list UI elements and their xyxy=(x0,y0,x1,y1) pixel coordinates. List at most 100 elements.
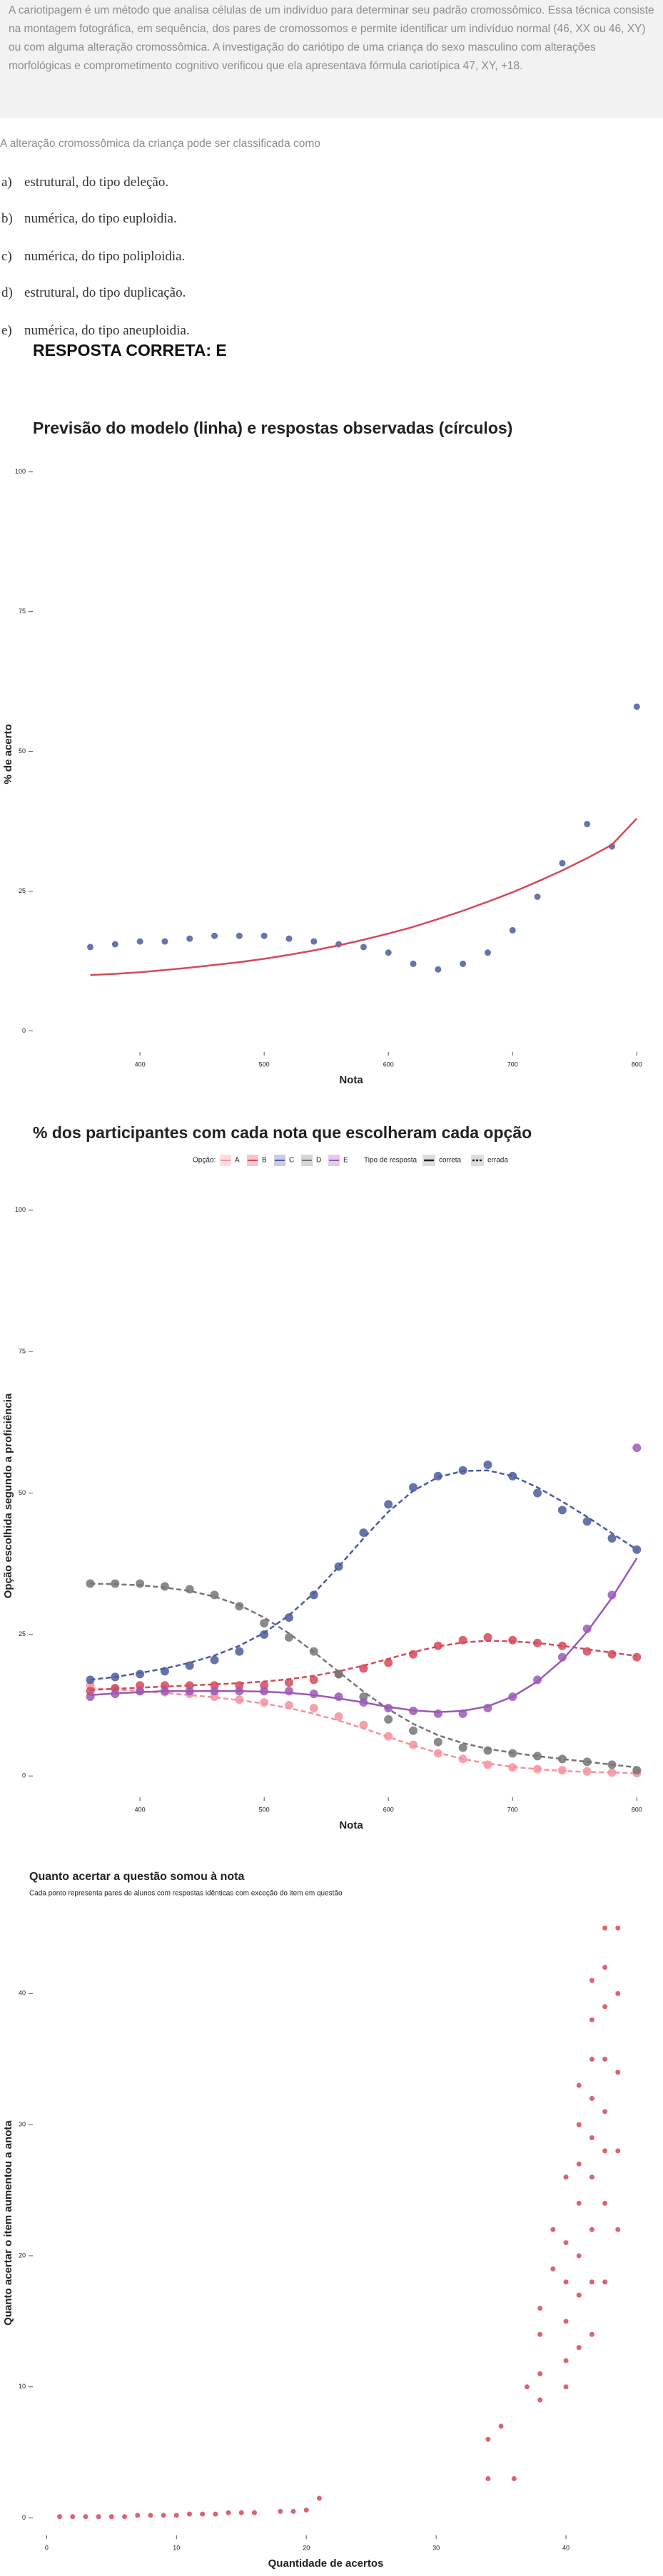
point xyxy=(433,1641,442,1650)
y-tick-label: 100 xyxy=(15,468,26,475)
point xyxy=(632,1443,642,1453)
point xyxy=(589,2017,594,2023)
y-tick-label: 75 xyxy=(19,608,26,615)
point xyxy=(589,2135,594,2141)
point xyxy=(576,2082,582,2088)
point xyxy=(563,2384,569,2390)
point xyxy=(483,1460,492,1469)
option: d) estrutural, do tipo duplicação. xyxy=(1,285,186,301)
legend-title: Tipo de resposta xyxy=(364,1157,417,1165)
point xyxy=(632,1766,642,1775)
x-tick-label: 20 xyxy=(303,2544,310,2551)
point xyxy=(602,2279,608,2285)
point xyxy=(563,2358,569,2363)
point xyxy=(576,2253,582,2259)
point xyxy=(533,1488,542,1498)
point xyxy=(537,2371,543,2376)
point xyxy=(213,2511,218,2517)
point xyxy=(433,1471,442,1481)
point xyxy=(602,2109,608,2115)
point xyxy=(409,1483,418,1492)
series xyxy=(87,703,640,976)
legend-label: A xyxy=(235,1157,240,1165)
point xyxy=(360,944,367,951)
point xyxy=(173,2513,179,2518)
point xyxy=(260,1619,269,1627)
point xyxy=(385,949,392,956)
point xyxy=(509,926,516,934)
point xyxy=(589,2174,594,2180)
x-tick-label: 700 xyxy=(507,1060,518,1068)
point xyxy=(136,1670,145,1679)
point xyxy=(557,1506,567,1515)
y-axis-title: Quanto acertar o item aumentou a anota xyxy=(2,2120,14,2326)
y-tick-label: 0 xyxy=(22,1772,26,1779)
point xyxy=(589,1978,594,1983)
point xyxy=(87,944,94,951)
x-tick-label: 600 xyxy=(383,1060,394,1068)
point xyxy=(485,2475,491,2481)
point xyxy=(508,1763,517,1772)
point xyxy=(559,859,566,867)
point xyxy=(563,2319,569,2324)
point xyxy=(511,2475,517,2481)
y-tick-label: 0 xyxy=(22,1027,26,1034)
legend-label: E xyxy=(343,1157,348,1165)
point xyxy=(582,1517,592,1526)
point xyxy=(260,932,268,939)
answer: RESPOSTA CORRETA: E xyxy=(33,341,227,359)
y-tick-label: 20 xyxy=(19,2252,26,2259)
point xyxy=(557,1754,567,1764)
point xyxy=(589,2227,594,2232)
y-tick-label: 30 xyxy=(19,2121,26,2128)
fit-line xyxy=(90,1640,637,1691)
point xyxy=(235,1647,244,1656)
context-box: A cariotipagem é um método que analisa c… xyxy=(0,0,663,118)
legend-label: B xyxy=(262,1157,267,1165)
legend-label: correta xyxy=(439,1157,462,1165)
point xyxy=(602,1965,608,1971)
point xyxy=(284,1678,293,1687)
y-tick-label: 100 xyxy=(15,1206,26,1213)
point xyxy=(290,2508,296,2514)
x-tick-label: 800 xyxy=(632,1806,642,1813)
point xyxy=(602,2200,608,2206)
point xyxy=(524,2384,530,2390)
question-prompt: A alteração cromossômica da criança pode… xyxy=(0,138,320,150)
point xyxy=(508,1635,517,1645)
point xyxy=(108,2514,114,2520)
point xyxy=(303,2508,309,2513)
point xyxy=(602,2056,608,2062)
point xyxy=(584,820,591,827)
point xyxy=(602,1925,608,1931)
legend-label: C xyxy=(289,1157,294,1165)
point xyxy=(70,2514,76,2520)
point xyxy=(433,1737,442,1747)
point xyxy=(582,1624,592,1633)
point xyxy=(602,2004,608,2010)
point xyxy=(83,2514,88,2520)
point xyxy=(309,1675,318,1685)
y-tick-label: 75 xyxy=(19,1348,26,1355)
x-tick-label: 800 xyxy=(632,1060,642,1068)
point xyxy=(433,1709,442,1718)
point xyxy=(615,2227,621,2232)
point xyxy=(615,2148,621,2154)
fit-line xyxy=(90,1558,638,1713)
point xyxy=(210,1655,219,1665)
point xyxy=(316,2495,322,2501)
fit-line xyxy=(90,1687,637,1774)
x-tick-label: 400 xyxy=(135,1060,146,1068)
fit-line xyxy=(90,1583,637,1769)
series xyxy=(86,1579,642,1775)
point xyxy=(251,2510,257,2515)
y-tick-label: 50 xyxy=(19,1489,26,1496)
point xyxy=(309,1590,318,1600)
point xyxy=(111,941,118,948)
point xyxy=(409,1726,418,1735)
point xyxy=(557,1652,567,1662)
point xyxy=(550,2227,556,2232)
x-tick-label: 10 xyxy=(173,2544,180,2551)
point xyxy=(557,1641,567,1650)
